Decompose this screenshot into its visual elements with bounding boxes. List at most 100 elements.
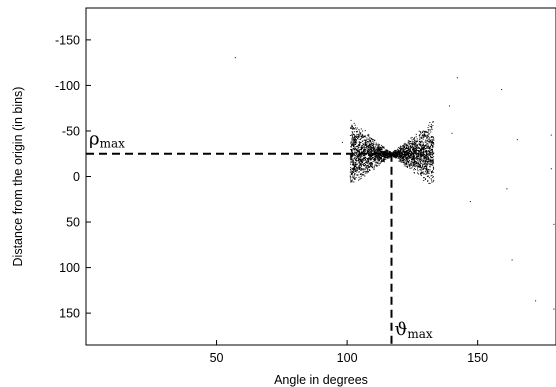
cluster-point (420, 136, 422, 138)
cluster-point (358, 144, 360, 146)
cluster-point (416, 147, 418, 149)
cluster-point (425, 156, 427, 158)
cluster-point (421, 146, 423, 148)
cluster-point (361, 169, 363, 171)
cluster-point (421, 153, 423, 155)
cluster-point (375, 151, 377, 153)
cluster-point (419, 166, 421, 168)
cluster-point (429, 169, 431, 171)
cluster-point (432, 145, 434, 147)
cluster-point (353, 177, 355, 179)
cluster-point (422, 152, 424, 154)
cluster-point (353, 168, 355, 170)
cluster-point (358, 154, 360, 156)
cluster-point (366, 172, 368, 174)
cluster-point (398, 157, 400, 159)
cluster-point (429, 156, 431, 158)
cluster-point (382, 146, 384, 148)
cluster-point (407, 160, 409, 162)
cluster-point (375, 146, 377, 148)
cluster-point (432, 181, 434, 183)
cluster-point (408, 165, 410, 167)
cluster-point (406, 154, 408, 156)
cluster-point (427, 168, 429, 170)
cluster-point (363, 164, 365, 166)
cluster-point (412, 143, 414, 145)
cluster-point (406, 152, 408, 154)
cluster-point (428, 124, 430, 126)
cluster-point (367, 152, 369, 154)
cluster-point (360, 167, 362, 169)
cluster-point (353, 138, 355, 140)
cluster-point (372, 161, 374, 163)
cluster-point (362, 146, 364, 148)
cluster-point (362, 168, 364, 170)
cluster-point (420, 159, 422, 161)
cluster-point (416, 172, 418, 174)
cluster-point (416, 149, 418, 151)
cluster-point (354, 140, 356, 142)
cluster-point (410, 147, 412, 149)
cluster-point (415, 146, 417, 148)
cluster-point (407, 163, 409, 165)
cluster-point (417, 145, 419, 147)
cluster-point (375, 159, 377, 161)
cluster-point (370, 165, 372, 167)
cluster-point (419, 154, 421, 156)
cluster-point (350, 143, 352, 145)
cluster-point (355, 169, 357, 171)
cluster-point (369, 162, 371, 164)
cluster-point (412, 154, 414, 156)
cluster-point (397, 154, 399, 156)
cluster-point (408, 155, 410, 157)
cluster-point (370, 156, 372, 158)
cluster-point (401, 147, 403, 149)
cluster-point (356, 137, 358, 139)
cluster-point (362, 140, 364, 142)
x-tick-label: 50 (210, 351, 224, 365)
cluster-point (388, 154, 390, 156)
cluster-point (427, 145, 429, 147)
cluster-point (354, 135, 356, 137)
cluster-point (424, 150, 426, 152)
cluster-point (429, 182, 431, 184)
cluster-point (362, 135, 364, 137)
cluster-point (423, 177, 425, 179)
cluster-point (399, 157, 401, 159)
cluster-point (428, 169, 430, 171)
cluster-point (371, 150, 373, 152)
cluster-point (360, 176, 362, 178)
cluster-point (357, 174, 359, 176)
cluster-point (358, 136, 360, 138)
cluster-point (381, 156, 383, 158)
cluster-point (429, 139, 431, 141)
cluster-point (419, 156, 421, 158)
cluster-point (362, 160, 364, 162)
cluster-point (407, 142, 409, 144)
cluster-point (363, 146, 365, 148)
cluster-point (421, 155, 423, 157)
cluster-point (363, 168, 365, 170)
cluster-point (373, 142, 375, 144)
cluster-point (401, 149, 403, 151)
cluster-point (411, 146, 413, 148)
cluster-point (356, 159, 358, 161)
cluster-point (374, 149, 376, 151)
cluster-point (430, 164, 432, 166)
cluster-point (425, 161, 427, 163)
cluster-point (410, 152, 412, 154)
cluster-point (400, 153, 402, 155)
cluster-point (432, 166, 434, 168)
cluster-point (358, 176, 360, 178)
cluster-point (431, 179, 433, 181)
cluster-point (429, 139, 431, 141)
cluster-point (406, 154, 408, 156)
cluster-point (416, 166, 418, 168)
cluster-point (370, 146, 372, 148)
cluster-point (357, 134, 359, 136)
scatter-point (451, 132, 453, 134)
cluster-point (418, 143, 420, 145)
cluster-point (418, 161, 420, 163)
cluster-point (356, 133, 358, 135)
cluster-point (363, 171, 365, 173)
